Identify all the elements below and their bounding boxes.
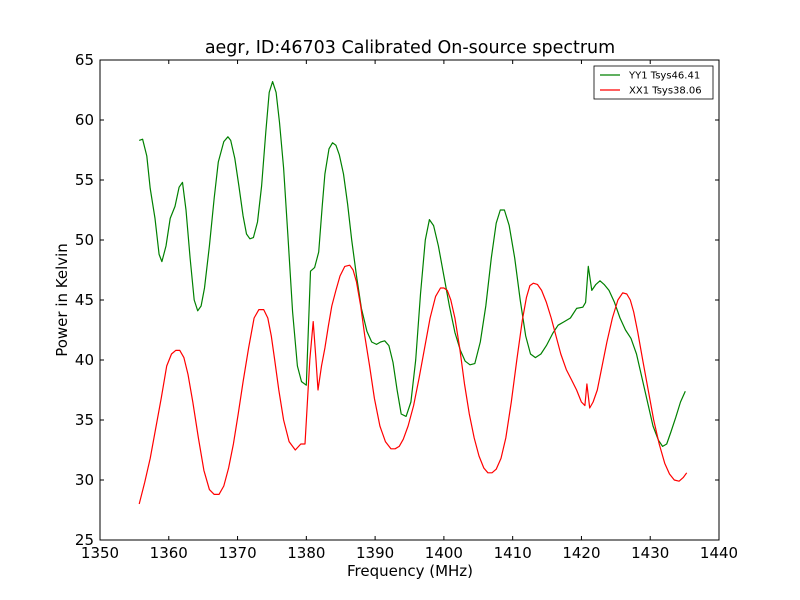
- x-tick-label: 1390: [356, 544, 394, 562]
- x-tick-label: 1420: [562, 544, 600, 562]
- legend-box: [593, 65, 714, 100]
- y-tick-label: 40: [75, 351, 94, 369]
- x-tick-label: 1350: [81, 544, 119, 562]
- y-tick-label: 60: [75, 111, 94, 129]
- x-tick-label: 1400: [425, 544, 463, 562]
- x-axis: 1350 1360 1370 1380 1390 1400 1410 1420 1430 1440: [81, 60, 738, 562]
- y-tick-label: 35: [75, 411, 94, 429]
- series-layer: [138, 80, 688, 505]
- x-axis-label: Frequency (MHz): [347, 562, 473, 580]
- x-tick-label: 1360: [150, 544, 188, 562]
- y-tick-label: 30: [75, 471, 94, 489]
- x-tick-label: 1430: [631, 544, 669, 562]
- y-tick-label: 25: [75, 531, 94, 549]
- series-line-yy1: [139, 80, 686, 447]
- legend-label: XX1 Tsys38.06: [629, 86, 702, 97]
- x-tick-label: 1410: [494, 544, 532, 562]
- legend-label: YY1 Tsys46.41: [628, 71, 700, 82]
- legend: YY1 Tsys46.41 XX1 Tsys38.06: [593, 65, 714, 100]
- x-tick-label: 1440: [700, 544, 738, 562]
- chart-title: aegr, ID:46703 Calibrated On-source spec…: [205, 38, 615, 58]
- y-tick-label: 50: [75, 231, 94, 249]
- y-axis-label: Power in Kelvin: [53, 243, 71, 357]
- y-axis: 25 30 35 40 45 50 55 60 65: [75, 51, 719, 549]
- plot-area: 1350 1360 1370 1380 1390 1400 1410 1420 1430 1440…: [75, 51, 738, 562]
- x-tick-label: 1370: [218, 544, 256, 562]
- x-tick-label: 1380: [287, 544, 325, 562]
- series-line-xx1: [138, 264, 688, 505]
- y-tick-label: 45: [75, 291, 94, 309]
- y-tick-label: 65: [75, 51, 94, 69]
- y-tick-label: 55: [75, 171, 94, 189]
